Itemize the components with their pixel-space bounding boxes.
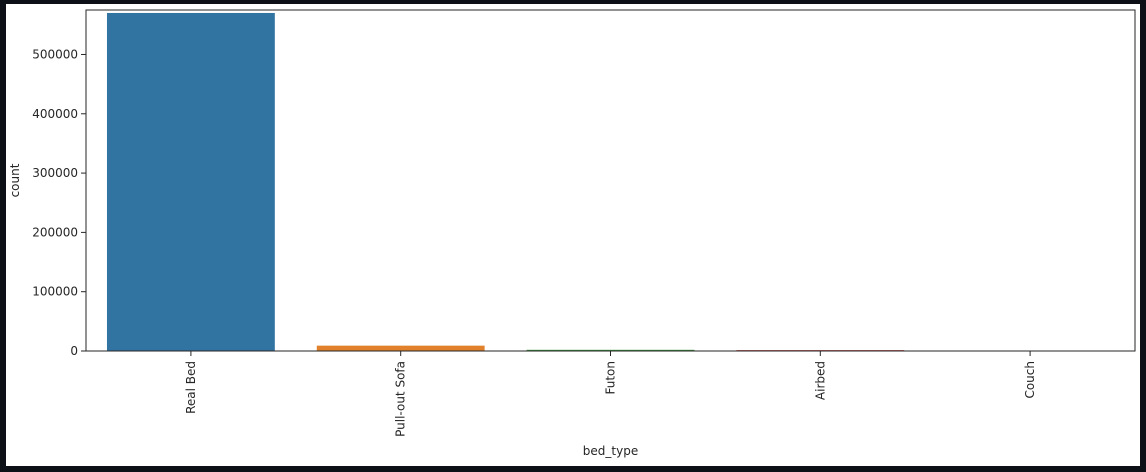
y-tick-label: 400000: [32, 107, 78, 121]
chart-figure: 0 100000 200000 300000 400000 500000 Real Bed…: [6, 4, 1140, 466]
bars-group: [106, 12, 1115, 352]
bar-chart: 0 100000 200000 300000 400000 500000 Real Bed…: [8, 9, 1136, 458]
x-ticks-group: Real Bed Pull-out Sofa Futon Airbed Couch: [184, 351, 1037, 437]
x-tick-label: Real Bed: [184, 361, 198, 414]
y-tick-label: 500000: [32, 47, 78, 61]
x-axis-label: bed_type: [583, 444, 638, 458]
x-tick-label: Couch: [1023, 361, 1037, 399]
y-ticks-group: 0 100000 200000 300000 400000 500000: [32, 47, 86, 358]
y-tick-label: 200000: [32, 225, 78, 239]
axes-frame: [85, 9, 1136, 352]
y-tick-label: 100000: [32, 285, 78, 299]
x-tick-label: Pull-out Sofa: [394, 361, 408, 437]
x-tick-label: Futon: [604, 361, 618, 395]
y-tick-label: 300000: [32, 166, 78, 180]
x-tick-label: Airbed: [813, 361, 827, 400]
y-tick-label: 0: [70, 344, 78, 358]
y-axis-label: count: [8, 163, 22, 197]
bar-pull-out-sofa: [316, 345, 485, 351]
bar-futon: [526, 349, 695, 351]
bar-real-bed: [106, 12, 275, 352]
